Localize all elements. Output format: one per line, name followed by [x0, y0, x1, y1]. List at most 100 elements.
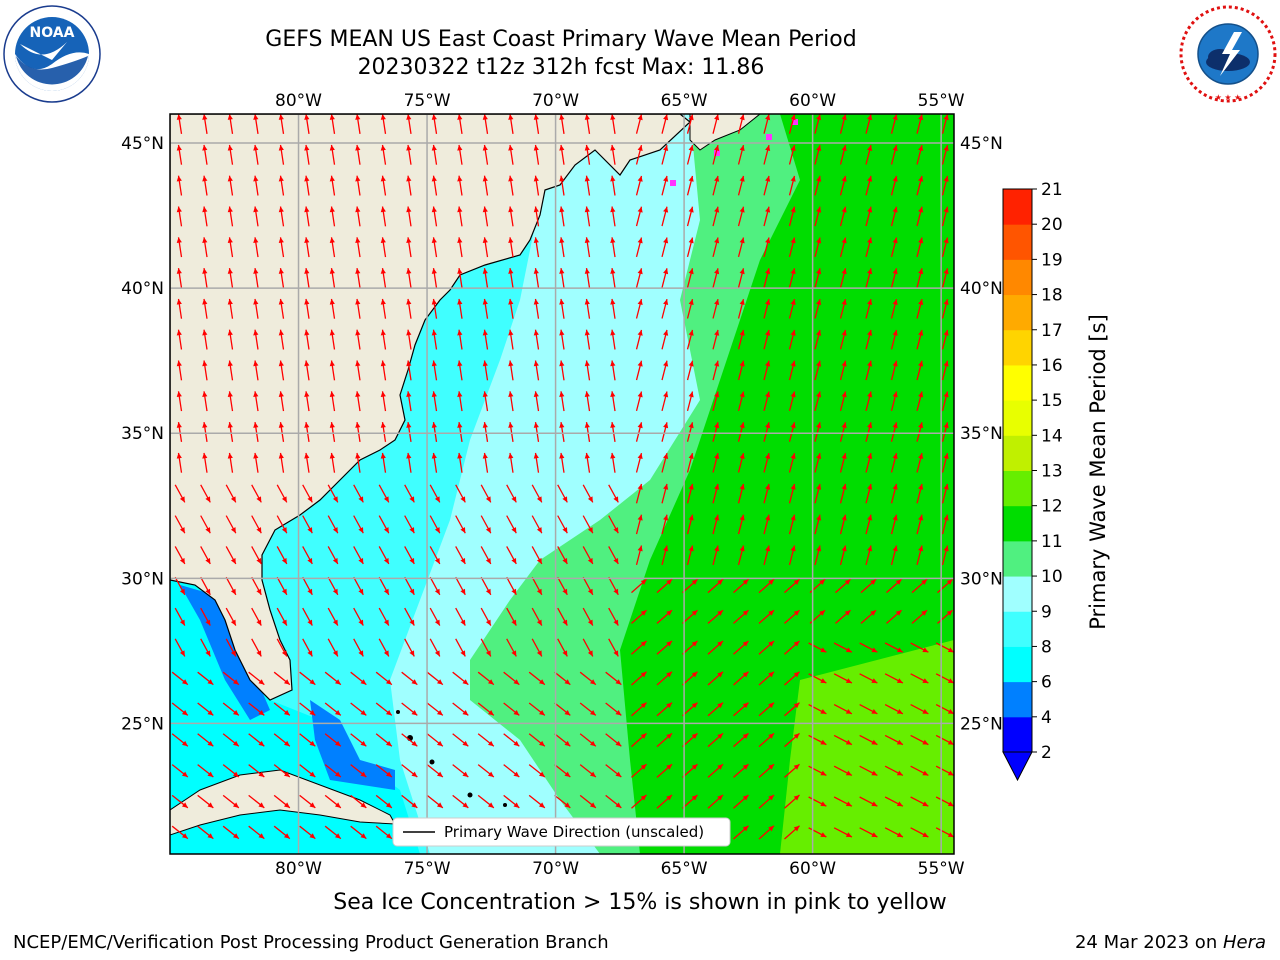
wave-arrow [380, 175, 387, 196]
wave-arrow [276, 484, 288, 503]
wave-arrow [890, 545, 898, 566]
wave-arrow [171, 702, 189, 716]
wave-arrow [584, 206, 591, 227]
wave-arrow [686, 422, 694, 442]
wave-arrow [225, 638, 237, 657]
wave-arrow [455, 607, 466, 626]
wave-arrow [763, 114, 771, 134]
wave-arrow [865, 391, 873, 412]
wave-arrow [941, 422, 949, 442]
wave-arrow [737, 175, 745, 196]
sea-ice-marker-3 [766, 134, 772, 140]
wave-arrow [406, 206, 412, 227]
wave-arrow [248, 764, 265, 778]
wave-arrow [431, 175, 438, 196]
wave-arrow [380, 268, 387, 288]
wave-arrow [457, 237, 463, 258]
wave-arrow [941, 144, 949, 165]
lon-tick-label: 70°W [532, 91, 579, 111]
lon-tick-label: 80°W [275, 859, 322, 879]
wave-arrow [431, 329, 438, 350]
wave-arrow [937, 578, 953, 594]
wave-arrow [910, 673, 929, 684]
lat-labels-left: 25°N 30°N 35°N 40°N 45°N [121, 134, 164, 734]
wave-arrow [635, 391, 643, 412]
wave-arrow [814, 114, 822, 134]
lon-tick-label: 55°W [918, 91, 965, 111]
wave-arrow [276, 515, 288, 534]
wave-arrow [431, 360, 438, 381]
wave-arrow [273, 671, 291, 686]
wave-arrow [457, 391, 463, 412]
wave-arrow [941, 360, 949, 381]
wave-arrow [202, 298, 208, 319]
wave-arrow [531, 576, 543, 596]
wave-arrow [661, 175, 669, 196]
wave-arrow [890, 483, 898, 504]
wave-arrow [584, 391, 591, 412]
wave-arrow [788, 237, 796, 258]
wave-arrow [452, 733, 469, 747]
wave-arrow [884, 642, 904, 653]
wave-arrow [533, 237, 540, 258]
lon-tick-label: 60°W [789, 859, 836, 879]
map-frame [169, 113, 955, 855]
wave-arrow [758, 763, 775, 778]
wave-arrow [380, 422, 387, 442]
wave-arrow [808, 642, 827, 653]
wave-arrow [329, 268, 336, 288]
wave-arrow [503, 702, 520, 716]
wave-arrow [559, 175, 565, 196]
wave-arrow [758, 671, 775, 686]
wave-arrow [426, 702, 444, 716]
wave-arrow [859, 704, 878, 715]
wave-arrow [712, 483, 720, 504]
wave-arrow [533, 422, 540, 442]
wave-arrow [661, 422, 669, 442]
wave-arrow [712, 175, 720, 196]
wave-arrow [176, 360, 183, 381]
wave-arrow [200, 638, 211, 657]
wave-arrow [406, 268, 412, 288]
wave-arrow [324, 764, 342, 778]
wave-arrow [712, 391, 720, 412]
wave-arrow [890, 237, 898, 258]
wave-arrow [686, 545, 694, 566]
wave-arrow [941, 329, 949, 350]
wave-arrow [610, 237, 616, 258]
wave-arrow [248, 702, 265, 716]
wave-arrow [299, 702, 316, 716]
wave-arrow [610, 452, 616, 473]
wave-arrow [737, 391, 745, 412]
wave-arrow [916, 422, 924, 442]
wave-arrow [406, 144, 412, 165]
wave-arrow [202, 175, 208, 196]
wave-arrow [737, 452, 745, 473]
colorbar-segment [1003, 364, 1032, 401]
wave-arrow [559, 452, 565, 473]
wave-arrow [865, 329, 873, 350]
wave-arrow [635, 360, 643, 381]
wave-arrow [941, 545, 949, 566]
wave-arrow [584, 237, 591, 258]
wave-arrow [941, 298, 949, 319]
wave-arrow [631, 732, 647, 748]
wave-arrow [584, 144, 591, 165]
wave-arrow [273, 794, 291, 809]
wave-arrow [197, 794, 214, 809]
wave-arrow [327, 576, 339, 596]
colorbar-segment [1003, 505, 1032, 542]
wave-arrow [635, 114, 643, 134]
land-north-america [170, 114, 691, 701]
wave-arrow [886, 609, 902, 624]
wave-arrow [865, 298, 873, 319]
wave-arrow [429, 576, 441, 596]
colorbar-tick-label: 21 [1041, 180, 1063, 200]
colorbar-segment [1003, 259, 1032, 296]
map-subtitle: 20230322 t12z 312h fcst Max: 11.86 [357, 55, 765, 80]
wave-arrow [508, 114, 514, 134]
wave-arrow [429, 484, 441, 503]
wave-arrow [355, 268, 361, 288]
colorbar-segment [1003, 646, 1032, 683]
wave-arrow [859, 642, 878, 653]
